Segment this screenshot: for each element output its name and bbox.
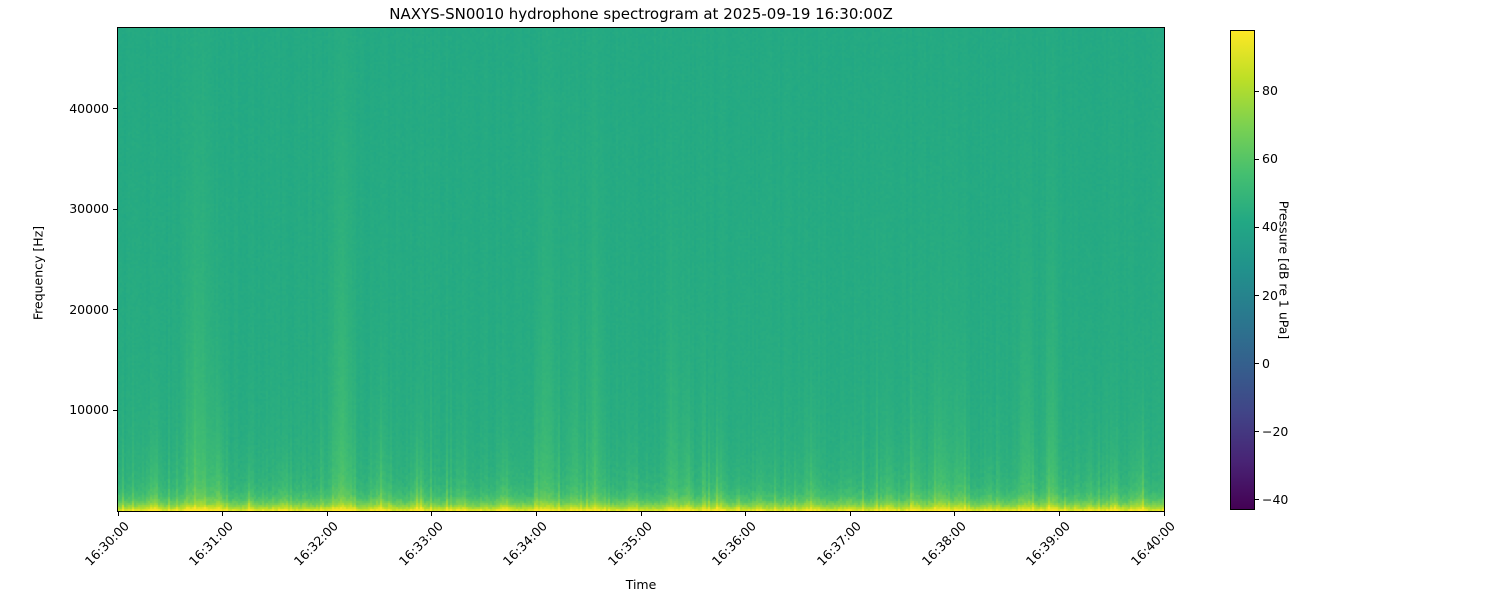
colorbar-label: Pressure [dB re 1 uPa] (1276, 200, 1292, 340)
x-tick (849, 512, 851, 516)
colorbar-tick (1255, 363, 1259, 365)
x-tick-label: 16:32:00 (290, 518, 342, 569)
y-tick (113, 208, 117, 210)
colorbar-tick-label: 80 (1262, 83, 1278, 99)
colorbar (1230, 30, 1255, 510)
x-tick (535, 512, 537, 516)
x-tick-label: 16:35:00 (604, 518, 655, 569)
x-tick-label: 16:37:00 (813, 518, 865, 569)
y-tick (113, 309, 117, 311)
x-tick (117, 512, 119, 516)
colorbar-tick (1255, 499, 1259, 501)
x-tick-label: 16:39:00 (1023, 518, 1074, 569)
x-tick (1163, 512, 1165, 516)
y-tick (113, 108, 117, 109)
x-tick-label: 16:38:00 (918, 518, 969, 569)
y-tick-label: 10000 (69, 402, 109, 418)
x-tick (222, 512, 224, 516)
y-tick-label: 20000 (69, 301, 109, 317)
y-tick (113, 409, 117, 411)
x-tick-label: 16:34:00 (500, 518, 551, 569)
colorbar-tick (1255, 431, 1259, 433)
x-tick-label: 16:31:00 (186, 518, 237, 569)
colorbar-tick (1255, 90, 1259, 92)
colorbar-tick-label: 60 (1262, 151, 1278, 167)
x-tick-label: 16:36:00 (709, 518, 760, 569)
y-tick-label: 30000 (69, 201, 109, 217)
chart-title: NAXYS-SN0010 hydrophone spectrogram at 2… (389, 5, 893, 23)
x-tick (1058, 512, 1060, 516)
colorbar-tick (1255, 295, 1259, 297)
x-tick (640, 512, 642, 516)
colorbar-tick-label: 20 (1262, 287, 1278, 303)
x-tick-label: 16:40:00 (1127, 518, 1178, 569)
colorbar-tick-label: 0 (1262, 355, 1270, 371)
colorbar-tick-label: −20 (1262, 423, 1289, 439)
colorbar-tick (1255, 158, 1259, 160)
y-axis-label: Frequency [Hz] (30, 225, 46, 321)
colorbar-gradient (1231, 31, 1254, 509)
spectrogram-canvas (118, 28, 1164, 511)
x-tick (431, 512, 433, 516)
colorbar-tick-label: 40 (1262, 219, 1278, 235)
x-tick (954, 512, 956, 516)
x-axis-label: Time (625, 577, 657, 592)
x-tick (745, 512, 747, 516)
y-tick-label: 40000 (69, 100, 109, 116)
x-tick-label: 16:33:00 (395, 518, 446, 569)
colorbar-tick (1255, 226, 1259, 228)
x-tick-label: 16:30:00 (81, 518, 132, 569)
colorbar-tick-label: −40 (1262, 491, 1289, 507)
x-tick (326, 512, 328, 516)
plot-area (117, 27, 1165, 512)
